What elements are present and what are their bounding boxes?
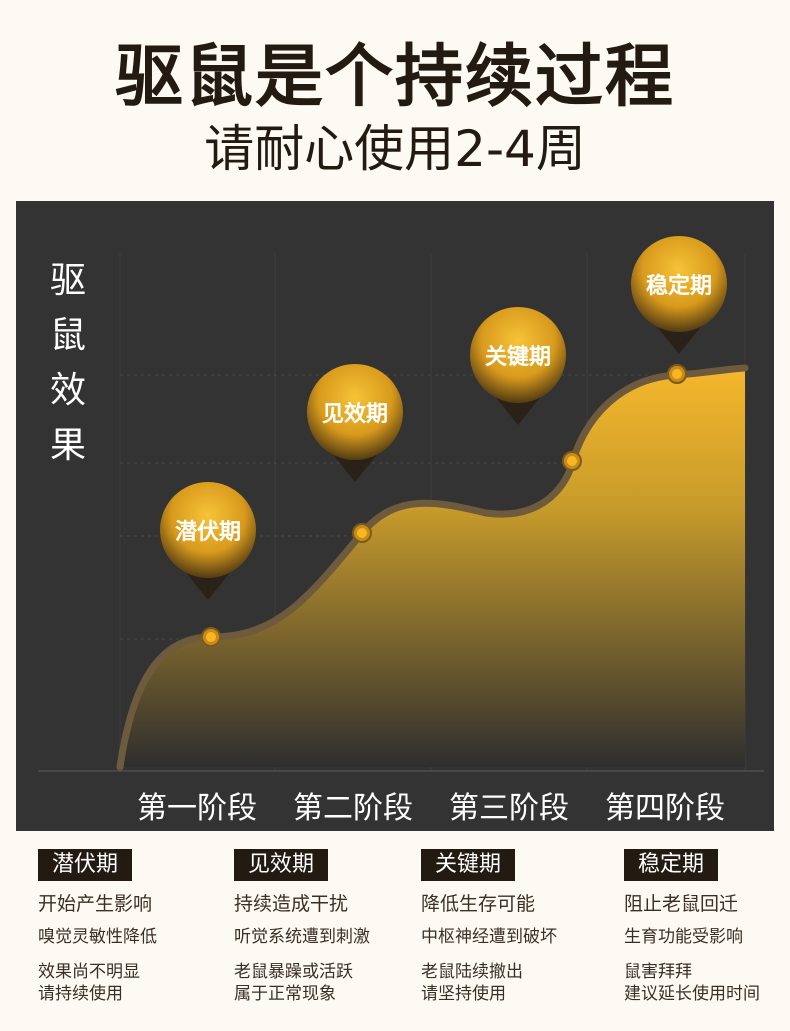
stage-card: 见效期 持续造成干扰 听觉系统遭到刺激 老鼠暴躁或活跃 属于正常现象 bbox=[234, 849, 370, 1005]
stage-line: 嗅觉灵敏性降低 bbox=[38, 927, 157, 947]
stage-line: 老鼠陆续撤出 bbox=[421, 962, 523, 982]
marker-label: 见效期 bbox=[321, 402, 388, 427]
marker-bubble bbox=[470, 307, 566, 403]
data-point-core bbox=[206, 632, 216, 642]
y-axis-label: 驱 鼠 效 果 bbox=[46, 253, 90, 473]
y-axis-char: 果 bbox=[49, 425, 86, 466]
stage-card: 关键期 降低生存可能 中枢神经遭到破坏 老鼠陆续撤出 请坚持使用 bbox=[421, 849, 557, 1005]
data-point-core bbox=[357, 528, 367, 538]
marker-label: 关键期 bbox=[484, 345, 551, 370]
marker-bubble bbox=[160, 482, 256, 578]
chart-svg bbox=[38, 236, 764, 772]
area-fill bbox=[120, 368, 745, 767]
stage-line: 请持续使用 bbox=[38, 984, 123, 1004]
stage-card: 稳定期 阻止老鼠回迁 生育功能受影响 鼠害拜拜 建议延长使用时间 bbox=[624, 849, 760, 1005]
stage-line: 听觉系统遭到刺激 bbox=[234, 927, 370, 947]
y-axis-char: 鼠 bbox=[49, 315, 86, 356]
chart-panel: 驱 鼠 效 果 潜伏期 见效期 关键期 稳定期 第一阶段 第二阶段 第三阶段 第… bbox=[16, 201, 774, 831]
marker-bubble bbox=[307, 364, 403, 460]
stage-line: 中枢神经遭到破坏 bbox=[421, 927, 557, 947]
marker-pin bbox=[184, 570, 232, 600]
x-tick-label: 第三阶段 bbox=[449, 791, 569, 826]
stage-line: 老鼠暴躁或活跃 bbox=[234, 962, 353, 982]
stage-tag: 见效期 bbox=[234, 849, 329, 881]
stage-line: 开始产生影响 bbox=[38, 893, 153, 915]
page-title: 驱鼠是个持续过程 bbox=[114, 38, 675, 117]
stage-card: 潜伏期 开始产生影响 嗅觉灵敏性降低 效果尚不明显 请持续使用 bbox=[38, 849, 157, 1005]
marker-pin bbox=[494, 395, 542, 425]
y-axis-char: 效 bbox=[49, 370, 86, 411]
x-tick-label: 第二阶段 bbox=[293, 791, 413, 826]
stage-tag: 关键期 bbox=[421, 849, 516, 881]
marker-label: 稳定期 bbox=[645, 274, 712, 299]
marker-pin bbox=[655, 324, 703, 354]
stage-line: 阻止老鼠回迁 bbox=[624, 893, 739, 915]
stage-line: 生育功能受影响 bbox=[624, 927, 743, 947]
stage-tag: 潜伏期 bbox=[38, 849, 133, 881]
marker-pin bbox=[331, 452, 379, 482]
stage-tag: 稳定期 bbox=[624, 849, 719, 881]
x-tick-label: 第一阶段 bbox=[137, 791, 257, 826]
stage-line: 持续造成干扰 bbox=[234, 893, 349, 915]
stage-line: 建议延长使用时间 bbox=[624, 984, 760, 1004]
page-subtitle: 请耐心使用2-4周 bbox=[204, 120, 586, 178]
y-axis-char: 驱 bbox=[49, 260, 86, 301]
marker-label: 潜伏期 bbox=[174, 520, 241, 545]
stage-line: 请坚持使用 bbox=[421, 984, 506, 1004]
stage-line: 效果尚不明显 bbox=[38, 962, 140, 982]
stage-line: 鼠害拜拜 bbox=[624, 962, 692, 982]
stage-line: 降低生存可能 bbox=[421, 893, 536, 915]
x-tick-label: 第四阶段 bbox=[605, 791, 725, 826]
data-point-core bbox=[567, 456, 577, 466]
stage-line: 属于正常现象 bbox=[234, 984, 336, 1004]
data-point-core bbox=[672, 369, 682, 379]
marker-bubble bbox=[631, 236, 727, 332]
